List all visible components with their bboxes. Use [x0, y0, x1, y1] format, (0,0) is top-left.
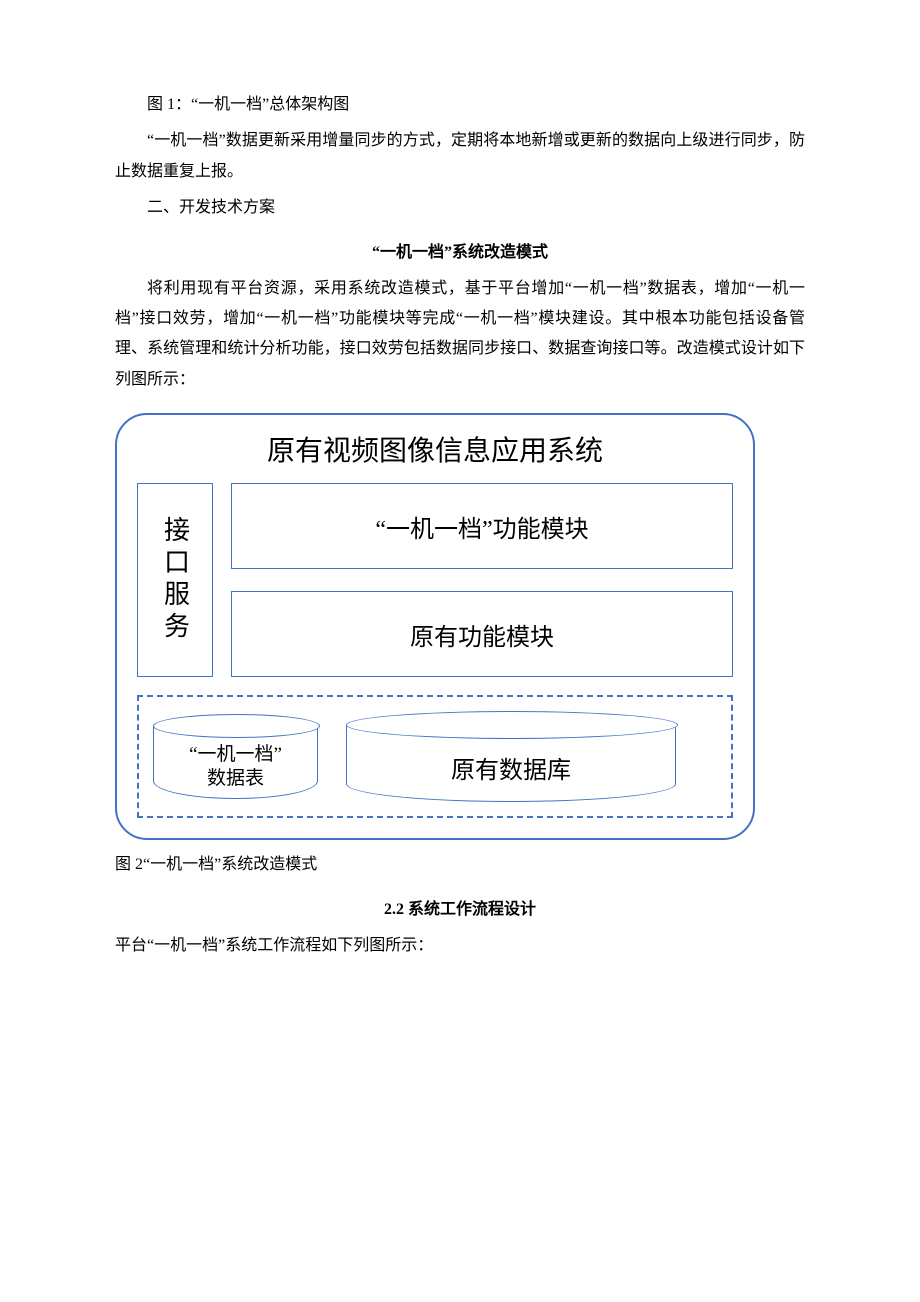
diagram-db-existing: 原有数据库 [346, 711, 676, 802]
paragraph-remodel-desc: 将利用现有平台资源，采用系统改造模式，基于平台增加“一机一档”数据表，增加“一机… [115, 274, 805, 396]
diagram-database-row: “一机一档” 数据表 原有数据库 [137, 695, 733, 818]
diagram-module-existing: 原有功能模块 [231, 591, 733, 677]
heading-remodel-mode: “一机一档”系统改造模式 [115, 238, 805, 262]
document-page: { "text": { "p1": "图 1：\u201C一机一档\u201D总… [0, 0, 920, 1017]
figure-2-diagram: 原有视频图像信息应用系统 接口服务 “一机一档”功能模块 原有功能模块 “一机一… [115, 413, 805, 840]
section-dev-plan: 二、开发技术方案 [115, 193, 805, 223]
diagram-db-new-label-2: 数据表 [189, 767, 282, 791]
heading-workflow: 2.2 系统工作流程设计 [115, 895, 805, 919]
diagram-db-new-table: “一机一档” 数据表 [153, 714, 318, 799]
diagram-middle-row: 接口服务 “一机一档”功能模块 原有功能模块 [137, 483, 733, 677]
diagram-interface-service-label: 接口服务 [157, 516, 192, 644]
paragraph-sync: “一机一档”数据更新采用增量同步的方式，定期将本地新增或更新的数据向上级进行同步… [115, 126, 805, 187]
diagram-modules-column: “一机一档”功能模块 原有功能模块 [231, 483, 733, 677]
diagram-db-new-label-1: “一机一档” [189, 743, 282, 767]
diagram-db-existing-label: 原有数据库 [451, 750, 571, 785]
paragraph-workflow-intro: 平台“一机一档”系统工作流程如下列图所示： [115, 931, 805, 961]
figure-1-caption: 图 1：“一机一档”总体架构图 [115, 90, 805, 120]
diagram-module-new: “一机一档”功能模块 [231, 483, 733, 569]
diagram-system-title: 原有视频图像信息应用系统 [137, 429, 733, 469]
diagram-outer-container: 原有视频图像信息应用系统 接口服务 “一机一档”功能模块 原有功能模块 “一机一… [115, 413, 755, 840]
figure-2-caption: 图 2“一机一档”系统改造模式 [115, 850, 805, 880]
diagram-interface-service-box: 接口服务 [137, 483, 213, 677]
